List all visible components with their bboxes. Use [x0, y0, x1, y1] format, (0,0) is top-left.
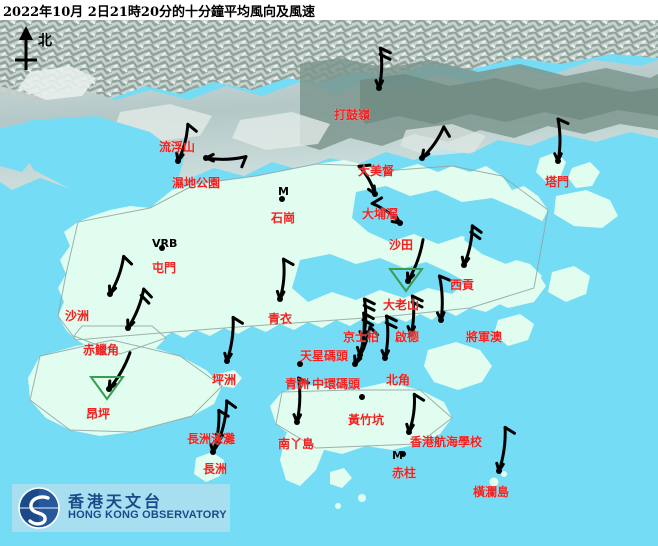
wind-barb-黃竹坑: [359, 394, 365, 400]
station-label: 赤鱲角: [83, 343, 120, 357]
station-label: 大老山: [383, 298, 420, 312]
wind-barb-西貢: [460, 224, 483, 268]
station-label: 西貢: [450, 278, 475, 292]
wind-barb-沙田: [370, 196, 403, 226]
station-label: 天星碼頭: [300, 349, 349, 363]
wind-barb-沙洲: [107, 254, 134, 297]
wind-barb-將軍澳: [435, 274, 452, 323]
map-canvas: 打鼓嶺流浮山濕地公園石崗 M 大美督塔門大埔滘沙田屯門 VRB 西貢青衣 大老山將軍澳 京士…: [0, 20, 658, 546]
station-aux-label: M: [278, 185, 289, 198]
north-arrow: 北: [8, 24, 68, 74]
station-aux-label: VRB: [152, 237, 178, 250]
station-label: 橫瀾島: [473, 485, 510, 499]
station-label: 青衣: [268, 312, 293, 326]
station-label: 塔門: [545, 175, 570, 189]
page-title: 2022年10月 2日21時20分的十分鐘平均風向及風速: [3, 5, 316, 20]
wind-barb-layer: [89, 46, 570, 474]
wind-barb-大埔滘: [357, 163, 378, 197]
wind-barb-北角: [380, 314, 398, 361]
station-label: 屯門: [152, 261, 177, 275]
wind-barb-塔門: [553, 117, 570, 164]
title-bar: 2022年10月 2日21時20分的十分鐘平均風向及風速: [0, 0, 658, 20]
wind-barb-香港航海學校: [405, 392, 426, 435]
station-label: 香港航海學校: [410, 435, 483, 449]
station-label: 大美督: [358, 164, 395, 178]
wind-barb-啟德: [406, 294, 424, 337]
station-label: 流浮山: [159, 140, 196, 154]
station-label: 北角: [386, 373, 411, 387]
wind-barb-中環碼頭: [352, 325, 380, 367]
station-label: 沙洲: [65, 309, 90, 323]
wind-barb-赤柱: [400, 451, 406, 457]
hko-logo: 香港天文台 HONG KONG OBSERVATORY: [12, 484, 230, 532]
station-label: 濕地公園: [172, 176, 221, 190]
station-label: 沙田: [389, 238, 414, 252]
wind-barb-坪洲: [223, 315, 244, 364]
wind-barb-流浮山: [175, 122, 198, 164]
basemap-layer: [0, 20, 658, 546]
north-arrow-label: 北: [38, 33, 52, 49]
station-label: 將軍澳: [466, 330, 503, 344]
wind-barb-昂坪: [89, 351, 132, 401]
hko-logo-english: HONG KONG OBSERVATORY: [68, 509, 227, 521]
wind-barb-長洲: [209, 408, 230, 455]
wind-barb-橫瀾島: [495, 425, 516, 474]
station-label: 啟德: [395, 330, 420, 344]
station-label: 石崗: [271, 211, 296, 225]
station-label: 長洲: [203, 462, 228, 476]
wind-barb-濕地公園: [203, 152, 248, 169]
hko-logo-chinese: 香港天文台: [68, 492, 164, 511]
wind-barb-石崗: [279, 196, 285, 202]
wind-barb-青洲: [297, 361, 303, 367]
station-label: 黃竹坑: [348, 413, 385, 427]
station-label: 中環碼頭: [312, 377, 361, 391]
station-label: 坪洲: [212, 373, 237, 387]
station-label: 青洲: [285, 377, 310, 391]
station-label: 大埔滘: [362, 207, 399, 221]
station-aux-label: M: [392, 449, 403, 462]
wind-barb-大美督: [419, 125, 451, 161]
station-label: 打鼓嶺: [334, 108, 371, 122]
wind-barb-南丫島: [292, 376, 310, 425]
wind-barb-屯門: [159, 245, 165, 251]
station-label: 赤柱: [392, 466, 417, 480]
wind-barb-赤鱲角: [125, 287, 153, 331]
station-label: 昂坪: [86, 407, 111, 421]
wind-barb-大老山: [388, 238, 425, 293]
station-label: 長洲泳灘: [187, 432, 236, 446]
wind-barb-青衣: [275, 257, 295, 302]
hko-emblem-icon: [18, 487, 60, 529]
station-label: 南丫島: [278, 437, 315, 451]
station-label: 京士柏: [343, 330, 380, 344]
wind-barb-打鼓嶺: [374, 46, 392, 91]
